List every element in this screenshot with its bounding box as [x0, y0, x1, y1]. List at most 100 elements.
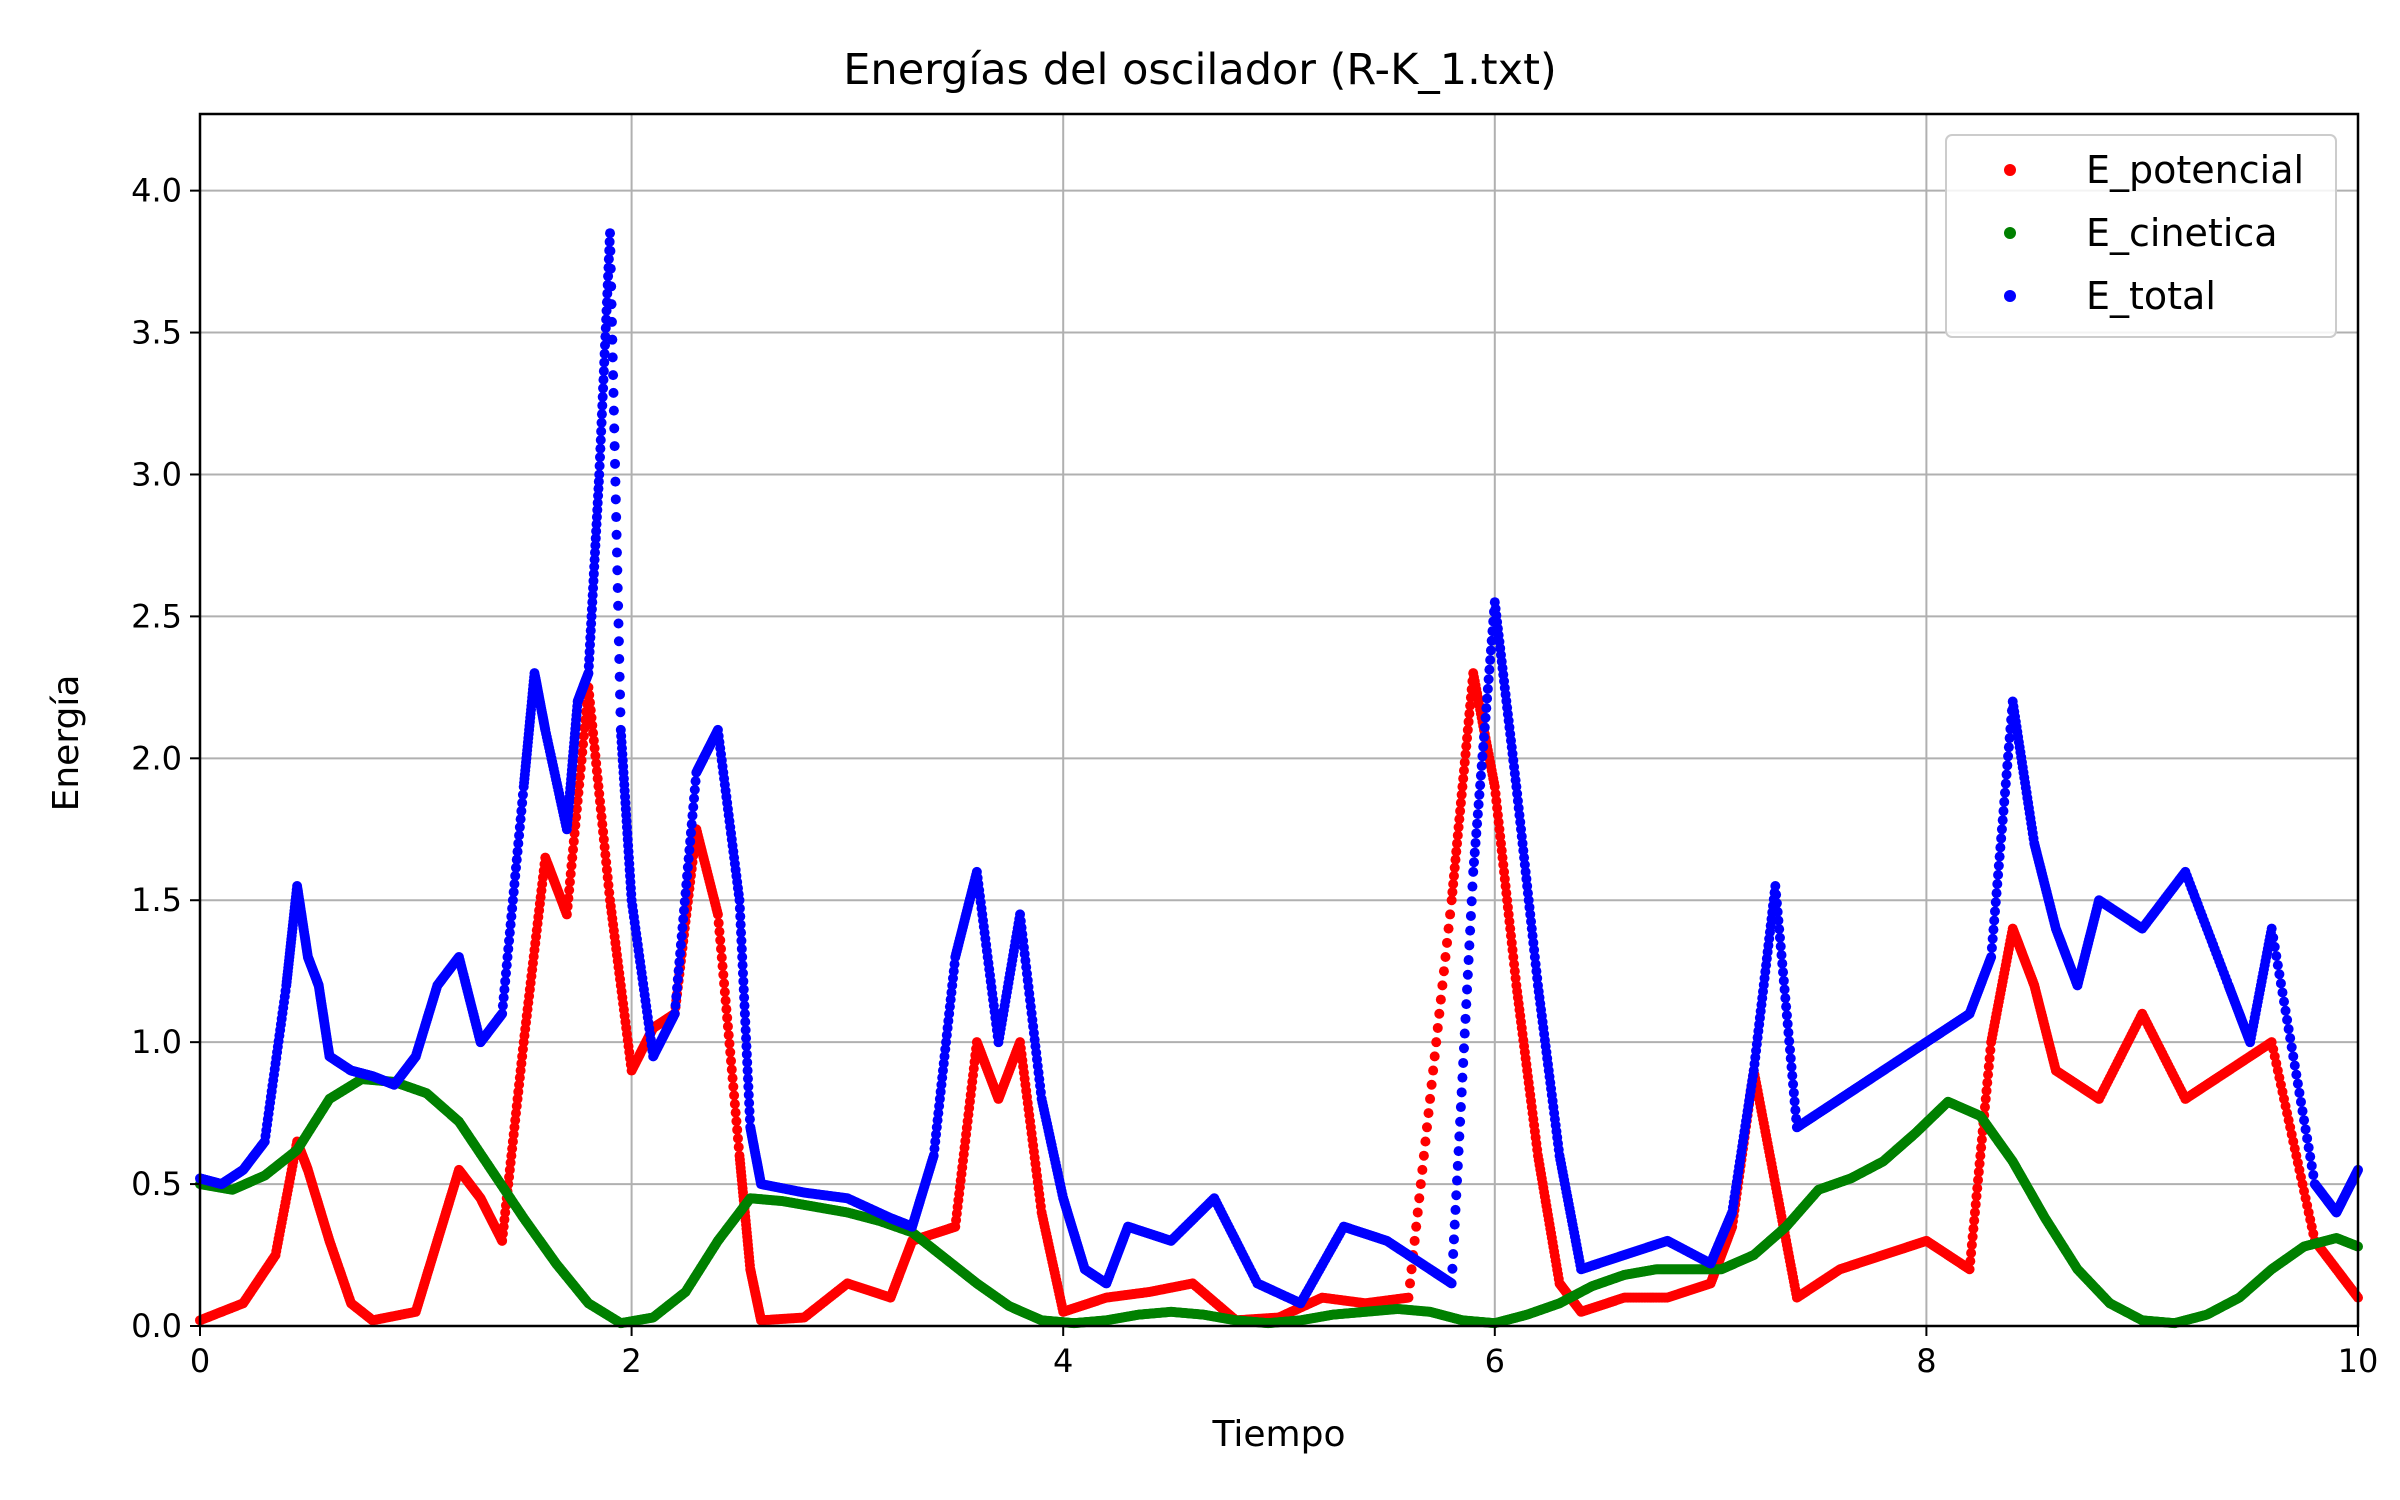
series-marker	[607, 334, 618, 345]
series-marker	[716, 943, 727, 954]
series-marker	[574, 779, 585, 790]
series-marker	[568, 844, 579, 855]
series-marker	[595, 452, 606, 463]
series-marker	[588, 727, 599, 738]
series-marker	[682, 870, 693, 881]
series-marker	[1438, 966, 1449, 977]
series-marker	[1415, 1179, 1426, 1190]
series-marker	[1412, 1207, 1423, 1218]
series-marker	[598, 374, 609, 385]
series-marker	[597, 391, 608, 402]
series-marker	[1417, 1164, 1428, 1175]
series-marker	[612, 565, 623, 576]
series-marker	[1440, 952, 1451, 963]
data-point	[561, 909, 572, 920]
series-marker	[578, 739, 589, 750]
series-marker	[683, 853, 694, 864]
series-marker	[1414, 1193, 1425, 1204]
series-marker	[1420, 1136, 1431, 1147]
series-marker	[597, 400, 608, 411]
series-marker	[602, 872, 613, 883]
data-points	[195, 228, 2363, 1329]
series-marker	[584, 689, 595, 700]
chart-title: Energías del oscilador (R-K_1.txt)	[843, 45, 1556, 95]
series-marker	[595, 796, 606, 807]
series-marker	[1443, 923, 1454, 934]
series-marker	[562, 901, 573, 912]
series-marker	[672, 974, 683, 985]
series-marker	[1437, 980, 1448, 991]
series-marker	[596, 426, 607, 437]
series-marker	[568, 836, 579, 847]
series-marker	[613, 618, 624, 629]
series-marker	[1411, 1221, 1422, 1232]
series-marker	[678, 913, 689, 924]
series-marker	[591, 758, 602, 769]
series-marker	[595, 435, 606, 446]
series-marker	[608, 405, 619, 416]
series-e-potencial	[195, 668, 2363, 1326]
series-marker	[599, 357, 610, 368]
series-marker	[572, 795, 583, 806]
series-marker	[688, 801, 699, 812]
series-marker	[592, 773, 603, 784]
series-marker	[605, 245, 616, 256]
series-marker	[1445, 909, 1456, 920]
series-marker	[1409, 1235, 1420, 1246]
series-marker	[729, 1098, 740, 1109]
series-marker	[612, 583, 623, 594]
series-marker	[1431, 1037, 1442, 1048]
series-marker	[732, 1124, 743, 1135]
series-marker	[687, 810, 698, 821]
series-marker	[1428, 1065, 1439, 1076]
series-marker	[689, 793, 700, 804]
series-marker	[679, 905, 690, 916]
series-marker	[1426, 1079, 1437, 1090]
series-marker	[578, 731, 589, 742]
series-marker	[1405, 1278, 1416, 1289]
series-marker	[566, 860, 577, 871]
series-marker	[1434, 1008, 1445, 1019]
series-marker	[610, 476, 621, 487]
series-marker	[601, 857, 612, 868]
series-marker	[606, 299, 617, 310]
series-marker	[682, 862, 693, 873]
series-marker	[685, 836, 696, 847]
series-marker	[728, 1081, 739, 1092]
series-marker	[571, 812, 582, 823]
series-marker	[1421, 1122, 1432, 1133]
series-marker	[590, 750, 601, 761]
series-marker	[567, 852, 578, 863]
series-marker	[715, 935, 726, 946]
series-marker	[714, 926, 725, 937]
series-marker	[606, 316, 617, 327]
series-marker	[723, 1030, 734, 1041]
series-marker	[594, 788, 605, 799]
series-marker	[676, 931, 687, 942]
series-marker	[564, 885, 575, 896]
series-marker	[716, 952, 727, 963]
series-marker	[597, 819, 608, 830]
series-marker	[1442, 937, 1453, 948]
series-marker	[730, 1107, 741, 1118]
series-marker	[610, 494, 621, 505]
series-marker	[587, 720, 598, 731]
series-marker	[672, 982, 683, 993]
series-marker	[611, 547, 622, 558]
series-marker	[596, 417, 607, 428]
series-marker	[670, 1000, 681, 1011]
series-marker	[614, 671, 625, 682]
series-marker	[675, 939, 686, 950]
series-marker	[677, 922, 688, 933]
series-marker	[604, 236, 615, 247]
series-marker	[584, 697, 595, 708]
series-marker	[593, 781, 604, 792]
series-marker	[608, 370, 619, 381]
series-marker	[1435, 994, 1446, 1005]
series-marker	[611, 512, 622, 523]
data-point	[669, 1008, 680, 1019]
series-marker	[576, 755, 587, 766]
series-marker	[685, 827, 696, 838]
series-marker	[719, 986, 730, 997]
series-marker	[725, 1047, 736, 1058]
